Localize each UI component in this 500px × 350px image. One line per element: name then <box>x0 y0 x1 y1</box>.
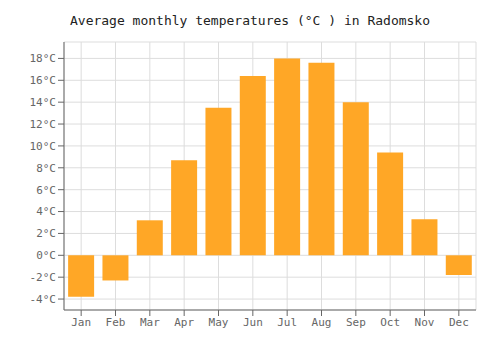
svg-text:Jan: Jan <box>71 316 91 329</box>
svg-text:14°C: 14°C <box>30 96 57 109</box>
html-text:Average monthly temperatures (: Average monthly temperatures (°C ) in Ra… <box>70 13 430 28</box>
svg-text:-2°C: -2°C <box>30 271 57 284</box>
svg-text:2°C: 2°C <box>36 227 56 240</box>
svg-text:12°C: 12°C <box>30 118 57 131</box>
svg-text:18°C: 18°C <box>30 52 57 65</box>
svg-text:8°C: 8°C <box>36 162 56 175</box>
svg-text:6°C: 6°C <box>36 184 56 197</box>
svg-text:0°C: 0°C <box>36 249 56 262</box>
svg-text:Mar: Mar <box>140 316 160 329</box>
svg-text:Dec: Dec <box>449 316 469 329</box>
svg-text:4°C: 4°C <box>36 205 56 218</box>
svg-text:Apr: Apr <box>174 316 194 329</box>
svg-text:-4°C: -4°C <box>30 293 57 306</box>
svg-text:Jul: Jul <box>277 316 297 329</box>
svg-text:May: May <box>209 316 229 329</box>
svg-text:Feb: Feb <box>106 316 126 329</box>
svg-text:Sep: Sep <box>346 316 366 329</box>
svg-text:16°C: 16°C <box>30 74 57 87</box>
svg-text:10°C: 10°C <box>30 140 57 153</box>
svg-text:Aug: Aug <box>312 316 332 329</box>
svg-text:Jun: Jun <box>243 316 263 329</box>
svg-text:Nov: Nov <box>415 316 435 329</box>
svg-text:Oct: Oct <box>380 316 400 329</box>
